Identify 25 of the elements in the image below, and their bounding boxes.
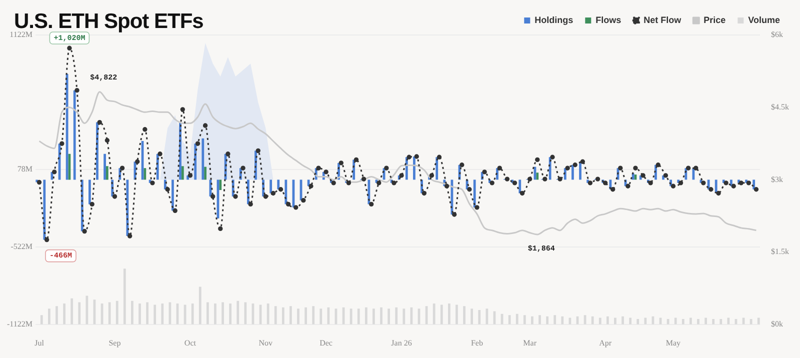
y2-tick-label: $4.5k xyxy=(771,102,789,112)
x-tick-label: Nov xyxy=(258,338,273,348)
y2-tick-label: $3k xyxy=(771,174,783,184)
legend-label: Flows xyxy=(596,14,622,25)
legend-label: Volume xyxy=(748,14,780,25)
legend-label: Net Flow xyxy=(644,14,682,25)
x-tick-label: Jul xyxy=(34,338,45,348)
y2-tick-label: $1.5k xyxy=(771,247,789,256)
y-tick-label: 78M xyxy=(17,164,32,174)
x-tick-label: Oct xyxy=(184,338,197,348)
x-tick-label: Feb xyxy=(470,338,483,348)
y-tick-label: 1122M xyxy=(10,30,32,40)
legend-label: Price xyxy=(704,14,726,25)
y2-tick-label: $6k xyxy=(771,30,783,40)
x-tick-label: May xyxy=(666,338,681,348)
legend-label: Holdings xyxy=(534,14,574,25)
x-tick-label: Sep xyxy=(108,338,121,348)
x-tick-label: Jan 26 xyxy=(391,338,412,348)
x-tick-label: Apr xyxy=(599,338,612,348)
y-tick-label: -522M xyxy=(10,242,32,252)
x-tick-label: Dec xyxy=(320,338,333,348)
y2-tick-label: $0k xyxy=(771,319,783,328)
y-tick-label: -1122M xyxy=(6,319,32,328)
chart-title: U.S. ETH Spot ETFs xyxy=(14,10,204,33)
x-tick-label: Mar xyxy=(523,338,537,348)
